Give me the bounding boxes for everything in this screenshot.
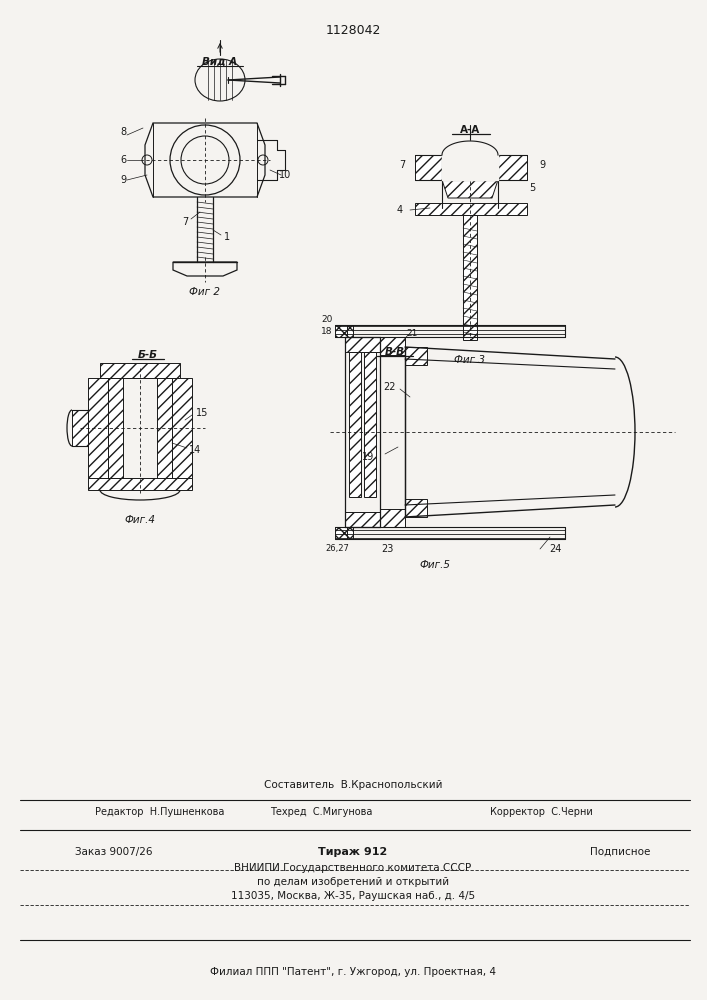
Text: 23: 23 [381, 544, 393, 554]
Polygon shape [380, 509, 405, 527]
Polygon shape [490, 155, 527, 180]
Text: Фиг 3: Фиг 3 [455, 355, 486, 365]
Text: Фиг.4: Фиг.4 [124, 515, 156, 525]
Text: A-A: A-A [460, 125, 480, 135]
Text: 15: 15 [196, 408, 208, 418]
Text: 5: 5 [529, 183, 535, 193]
Text: 7: 7 [182, 217, 188, 227]
Text: 9: 9 [120, 175, 126, 185]
Text: 18: 18 [321, 328, 333, 336]
Text: Подписное: Подписное [590, 847, 650, 857]
Text: 26,27: 26,27 [325, 544, 349, 554]
Text: Вид A: Вид A [202, 57, 238, 67]
Polygon shape [108, 378, 172, 478]
Polygon shape [347, 527, 353, 539]
Text: 19: 19 [362, 452, 374, 462]
Polygon shape [345, 512, 380, 527]
Polygon shape [345, 337, 380, 352]
Text: Техред  С.Мигунова: Техред С.Мигунова [270, 807, 373, 817]
Text: 10: 10 [279, 170, 291, 180]
Polygon shape [505, 155, 527, 173]
Text: В-В: В-В [385, 347, 405, 357]
Polygon shape [88, 478, 192, 490]
Polygon shape [172, 378, 192, 478]
Polygon shape [349, 352, 361, 497]
Text: Фиг.5: Фиг.5 [419, 560, 450, 570]
Polygon shape [364, 352, 376, 497]
Polygon shape [335, 527, 347, 539]
Text: 113035, Москва, Ж-35, Раушская наб., д. 4/5: 113035, Москва, Ж-35, Раушская наб., д. … [231, 891, 475, 901]
Text: 4: 4 [397, 205, 403, 215]
Polygon shape [157, 378, 172, 478]
Polygon shape [380, 337, 405, 355]
Polygon shape [108, 378, 123, 478]
Polygon shape [88, 378, 108, 478]
Polygon shape [405, 499, 427, 517]
Text: 24: 24 [549, 544, 561, 554]
Text: Б-Б: Б-Б [138, 350, 158, 360]
Polygon shape [72, 410, 88, 446]
Text: Филиал ППП "Патент", г. Ужгород, ул. Проектная, 4: Филиал ППП "Патент", г. Ужгород, ул. Про… [210, 967, 496, 977]
Text: 9: 9 [539, 160, 545, 170]
Polygon shape [345, 352, 380, 512]
Text: по делам изобретений и открытий: по делам изобретений и открытий [257, 877, 449, 887]
Text: 20: 20 [321, 314, 333, 324]
Text: Редактор  Н.Пушненкова: Редактор Н.Пушненкова [95, 807, 224, 817]
Polygon shape [347, 325, 353, 337]
Text: 1: 1 [224, 232, 230, 242]
Polygon shape [463, 215, 477, 340]
Text: 21: 21 [407, 328, 418, 338]
Polygon shape [442, 180, 498, 198]
Text: 22: 22 [384, 382, 396, 392]
Polygon shape [335, 325, 347, 337]
Polygon shape [415, 155, 452, 180]
Text: 6: 6 [120, 155, 126, 165]
Text: 7: 7 [399, 160, 405, 170]
Text: 8: 8 [120, 127, 126, 137]
Polygon shape [100, 363, 180, 378]
Text: Тираж 912: Тираж 912 [318, 847, 387, 857]
Text: Фиг 2: Фиг 2 [189, 287, 221, 297]
Text: 1128042: 1128042 [325, 23, 380, 36]
Text: Корректор  С.Черни: Корректор С.Черни [490, 807, 592, 817]
Text: Заказ 9007/26: Заказ 9007/26 [75, 847, 153, 857]
Text: ВНИИПИ Государственного комитета СССР: ВНИИПИ Государственного комитета СССР [235, 863, 472, 873]
Text: 14: 14 [189, 445, 201, 455]
Polygon shape [415, 203, 527, 215]
Polygon shape [415, 155, 437, 173]
Text: Составитель  В.Краснопольский: Составитель В.Краснопольский [264, 780, 443, 790]
Polygon shape [405, 347, 427, 365]
